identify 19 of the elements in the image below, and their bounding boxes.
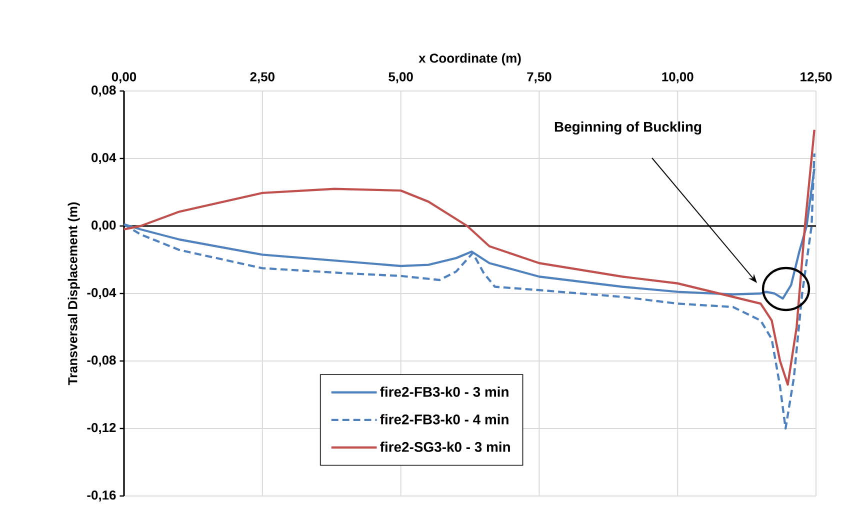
y-axis-title: Transversal Displacement (m) bbox=[68, 202, 80, 386]
annotation: Beginning of Buckling bbox=[554, 121, 702, 135]
y-tick-label: 0,08 bbox=[92, 85, 116, 97]
legend-label: fire2-FB3-k0 - 4 min bbox=[380, 414, 508, 424]
legend-label: fire2-SG3-k0 - 3 min bbox=[380, 442, 510, 452]
x-tick-label: 2,50 bbox=[250, 72, 274, 84]
y-tick-label: -0,04 bbox=[87, 288, 116, 300]
x-axis-title: x Coordinate (m) bbox=[418, 53, 521, 66]
y-tick-label: 0,04 bbox=[92, 152, 116, 164]
x-tick-label: 5,00 bbox=[388, 72, 413, 84]
y-tick-label: -0,16 bbox=[87, 490, 116, 502]
y-tick-label: -0,08 bbox=[87, 355, 116, 367]
x-tick-label: 7,50 bbox=[527, 72, 552, 84]
y-tick-label: -0,12 bbox=[87, 422, 116, 434]
legend-label: fire2-FB3-k0 - 3 min bbox=[380, 386, 508, 397]
x-tick-label: 10,00 bbox=[662, 72, 694, 84]
y-tick-label: 0,00 bbox=[92, 220, 116, 232]
x-tick-label: 0,00 bbox=[112, 72, 136, 84]
x-tick-label: 12,50 bbox=[800, 72, 832, 84]
